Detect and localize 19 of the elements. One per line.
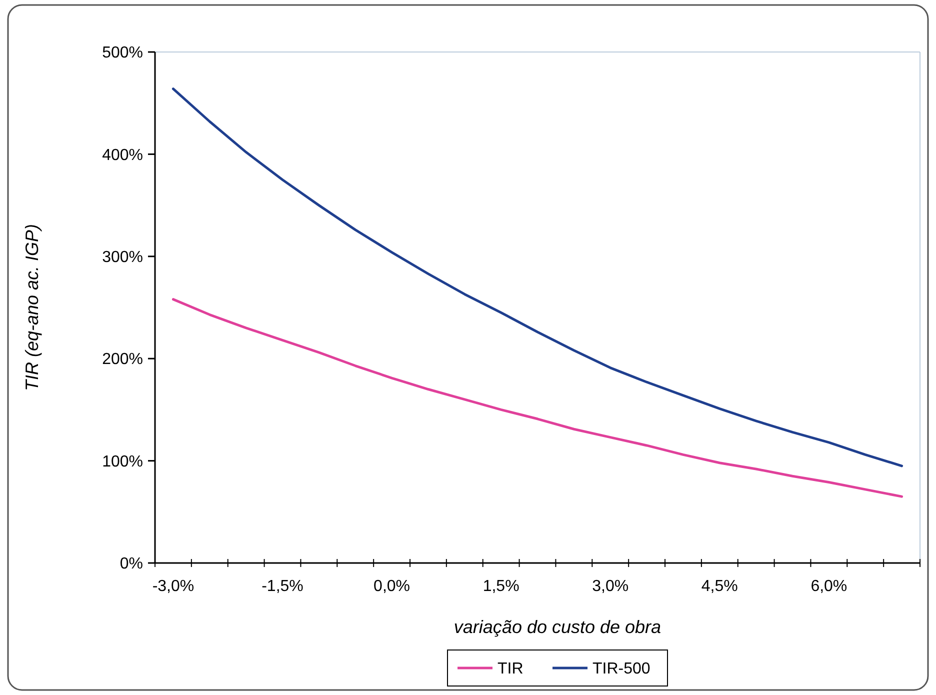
y-tick-label: 100% (102, 453, 143, 470)
legend-label: TIR-500 (592, 660, 650, 678)
x-tick-label: 6,0% (810, 578, 848, 595)
y-tick-label: 0% (120, 556, 143, 573)
x-tick-label: 4,5% (701, 578, 738, 595)
x-tick-label: 0,0% (374, 578, 410, 595)
y-tick-label: 200% (102, 351, 143, 368)
legend-label: TIR (498, 660, 524, 678)
y-tick-label: 300% (102, 249, 143, 266)
x-tick-label: -1,5% (262, 578, 304, 595)
x-tick-label: 1,5% (482, 578, 520, 595)
line-series (172, 298, 904, 498)
x-axis-title: variação do custo de obra (454, 617, 662, 637)
y-axis-title: TIR (eq-ano ac. IGP) (22, 224, 42, 392)
y-tick-label: 500% (102, 44, 143, 62)
x-tick-label: 3,0% (592, 578, 629, 595)
x-tick-label: -3,0% (152, 578, 194, 595)
y-tick-label: 400% (102, 146, 143, 164)
line-series (172, 88, 904, 468)
